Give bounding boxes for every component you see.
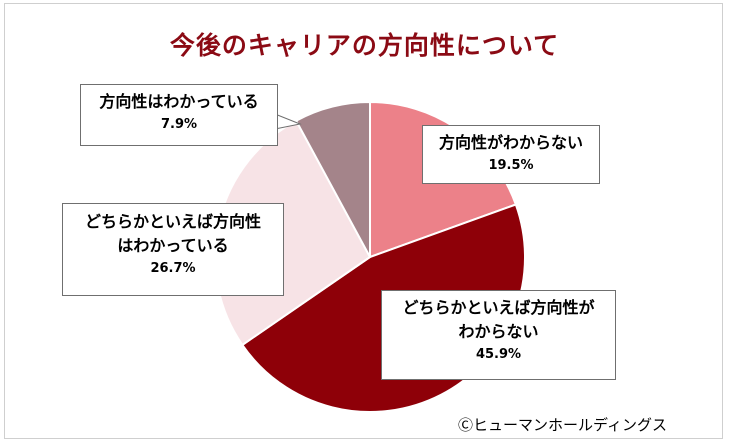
chart-title: 今後のキャリアの方向性について (169, 31, 560, 60)
slice-label: どちらかといえば方向性 (84, 212, 261, 231)
callout-slice-3: 方向性はわかっている 7.9% (80, 84, 278, 146)
slice-percent: 7.9% (160, 117, 198, 132)
slice-percent: 26.7% (150, 261, 196, 276)
slice-label: 方向性がわからない (438, 133, 583, 152)
slice-label: わからない (458, 322, 539, 341)
slice-percent: 19.5% (488, 158, 534, 173)
pie-slice-3 (294, 100, 371, 258)
slice-label: どちらかといえば方向性が (402, 298, 595, 317)
slice-label: 方向性はわかっている (99, 92, 259, 111)
copyright-credit: Ⓒヒューマンホールディングス (458, 416, 667, 434)
slice-label: はわかっている (117, 236, 229, 255)
slice-percent: 45.9% (475, 347, 522, 362)
callout-slice-1: どちらかといえば方向性が わからない 45.9% (381, 290, 616, 380)
callout-slice-2: どちらかといえば方向性 はわかっている 26.7% (62, 203, 284, 296)
callout-slice-0: 方向性がわからない 19.5% (422, 125, 600, 184)
